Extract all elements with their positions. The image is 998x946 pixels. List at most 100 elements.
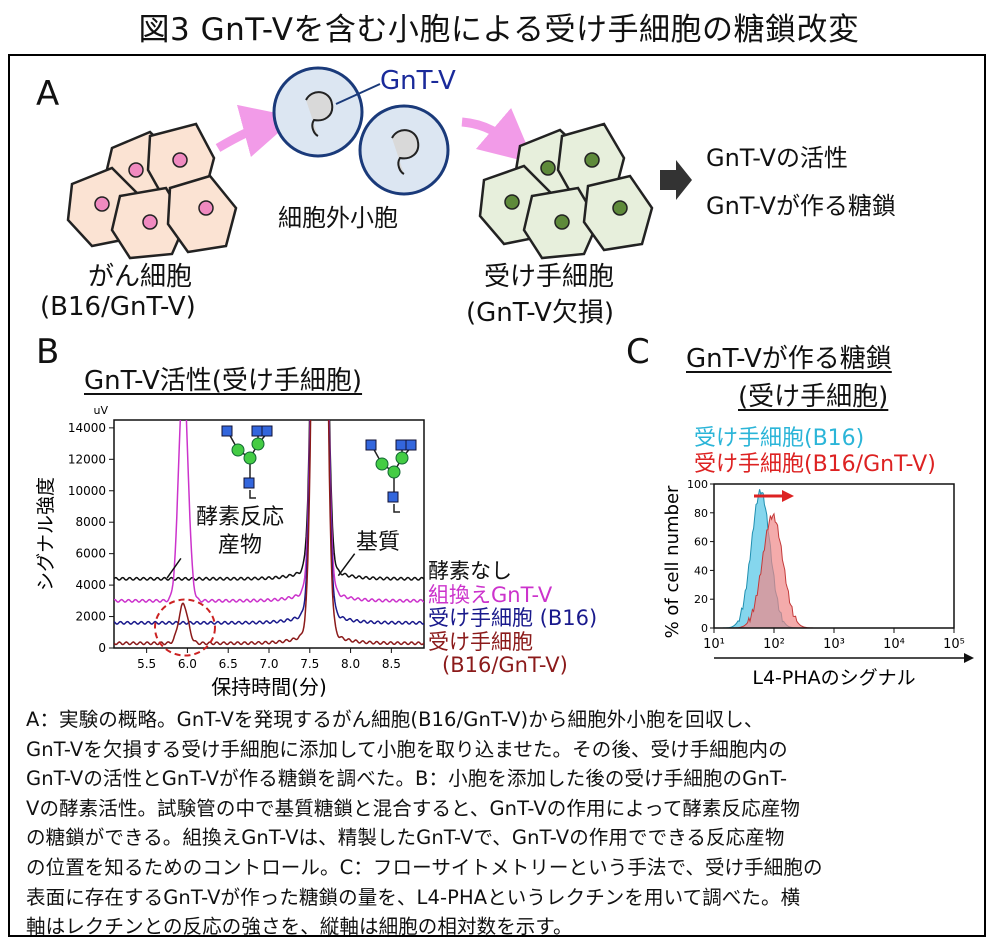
caption-line: の糖鎖ができる。組換えGnT-Vは、精製したGnT-Vで、GnT-Vの作用ででき… <box>26 826 785 850</box>
caption-line: GnT-Vを欠損する受け手細胞に添加して小胞を取り込ませた。その後、受け手細胞内… <box>26 737 788 761</box>
x-tick-label: 10⁴ <box>883 637 905 652</box>
caption: A：実験の概略。GnT-Vを発現するがん細胞(B16/GnT-V)から細胞外小胞… <box>26 705 976 942</box>
flow-cytometry-chart: 0 20 40 60 80 100 10¹ 10² 10³ 10⁴ 10⁵ % of cell num… <box>662 478 974 689</box>
legend-recombinant: 組換えGnT-V <box>428 582 553 607</box>
donor-cell-label: がん細胞 <box>88 262 193 292</box>
panel-c-legend-b16: 受け手細胞(B16) <box>694 426 865 451</box>
figure-title: 図3 GnT-Vを含む小胞による受け手細胞の糖鎖改変 <box>138 12 860 48</box>
x-tick-label: 10² <box>763 637 785 652</box>
glycan-circle <box>375 457 389 471</box>
y-tick-label: 6000 <box>75 547 106 561</box>
arrow-donor-to-vesicle <box>215 104 297 158</box>
product-pointer <box>166 557 182 579</box>
y-tick-label: 40 <box>694 564 708 577</box>
histogram-b16 <box>714 489 954 629</box>
caption-line: GnT-Vの活性とGnT-Vが作る糖鎖を調べた。B：小胞を添加した後の受け手細胞… <box>26 767 788 791</box>
panel-c-legend-b16-gntv: 受け手細胞(B16/GnT-V) <box>694 452 936 477</box>
x-axis-title: 保持時間(分) <box>211 675 327 699</box>
glycan-circle <box>251 437 265 451</box>
glycan-square <box>365 439 377 451</box>
series-line <box>114 420 424 625</box>
series-line <box>114 420 424 603</box>
x-tick-label: 10¹ <box>703 637 725 652</box>
caption-line: Vの酵素活性。試験管の中で基質糖鎖と混合すると、GnT-Vの作用によって酵素反応… <box>26 796 801 820</box>
x-axis-title: L4-PHAのシグナル <box>752 667 915 689</box>
caption-line: 表面に存在するGnT-Vが作った糖鎖の量を、L4-PHAというレクチンを用いて調… <box>26 885 801 909</box>
x-tick-label: 10³ <box>823 637 845 652</box>
y-tick-label: 14000 <box>68 421 106 435</box>
x-tick-label: 8.0 <box>341 657 360 671</box>
x-tick-label: 5.5 <box>137 657 156 671</box>
y-axis-title: シグナル強度 <box>35 477 57 591</box>
y-axis-title: % of cell number <box>662 485 683 638</box>
figure-frame <box>8 54 986 937</box>
vesicle-group <box>272 66 450 196</box>
substrate-glycan <box>365 439 417 513</box>
donor-cell-sublabel: (B16/GnT-V) <box>40 292 196 322</box>
glycan-square <box>387 491 399 503</box>
glycan-circle <box>243 451 257 465</box>
y-tick-label: 10000 <box>68 484 106 498</box>
legend-recipient-b16-gntv-sub: (B16/GnT-V) <box>442 653 568 677</box>
shift-arrowhead <box>782 490 794 502</box>
y-tick-label: 20 <box>694 593 708 606</box>
product-highlight <box>153 598 216 657</box>
donor-cell-cluster <box>66 122 238 260</box>
y-tick-label: 4000 <box>75 578 106 592</box>
x-tick-label: 10⁵ <box>943 637 965 652</box>
series-line <box>114 420 424 581</box>
glycan-anchor <box>249 490 256 499</box>
glycan-square <box>261 425 273 437</box>
y-tick-label: 0 <box>98 641 106 655</box>
x-tick-label: 6.5 <box>219 657 238 671</box>
product-annotation-line1: 酵素反応 <box>196 505 285 530</box>
glycan-anchor <box>393 504 400 513</box>
y-tick-label: 60 <box>694 536 708 549</box>
y-tick-label: 80 <box>694 507 708 520</box>
panel-b-label: B <box>36 332 60 372</box>
arrow-vesicle-to-recipient <box>461 107 535 164</box>
legend-no-enzyme: 酵素なし <box>428 559 512 583</box>
glycan-square <box>405 439 417 451</box>
y-tick-label: 100 <box>687 478 708 491</box>
y-tick-label: 8000 <box>75 515 106 529</box>
product-glycan <box>221 425 273 499</box>
glycan-circle <box>395 451 409 465</box>
y-tick-label: 0 <box>701 622 708 635</box>
recipient-cell-sublabel: (GnT-V欠損) <box>466 298 615 328</box>
panel-a-diagram <box>66 66 692 260</box>
x-tick-label: 6.0 <box>178 657 197 671</box>
legend-recipient-b16: 受け手細胞 (B16) <box>428 606 598 630</box>
y-tick-label: 2000 <box>75 610 106 624</box>
gntv-label: GnT-V <box>380 66 456 96</box>
glycan-square <box>251 425 263 437</box>
glycan-square <box>221 425 233 437</box>
recipient-cell-label: 受け手細胞 <box>484 262 615 292</box>
glycan-square <box>395 439 407 451</box>
x-tick-label: 8.5 <box>382 657 401 671</box>
substrate-annotation: 基質 <box>356 530 401 555</box>
result-arrow <box>660 160 692 200</box>
caption-line: A：実験の概略。GnT-Vを発現するがん細胞(B16/GnT-V)から細胞外小胞… <box>26 708 764 731</box>
caption-line: の位置を知るためのコントロール。C：フローサイトメトリーという手法で、受け手細胞… <box>26 855 823 879</box>
glycan-circle <box>231 443 245 457</box>
y-tick-label: 12000 <box>68 452 106 466</box>
glycan-circle <box>387 465 401 479</box>
series-line <box>114 420 424 646</box>
panel-c-title-line2: (受け手細胞) <box>738 382 889 412</box>
panel-b-legend: 酵素なし 組換えGnT-V 受け手細胞 (B16) 受け手細胞 (B16/GnT… <box>428 559 598 678</box>
panel-a-label: A <box>36 74 60 114</box>
panel-c-label: C <box>626 332 650 372</box>
vesicle-label: 細胞外小胞 <box>278 204 398 232</box>
panel-b-title: GnT-V活性(受け手細胞) <box>84 366 363 396</box>
product-annotation: 酵素反応 産物 <box>196 504 284 560</box>
x-axis-arrowhead <box>964 653 974 663</box>
panel-c-title-line1: GnT-Vが作る糖鎖 <box>686 344 892 374</box>
x-tick-label: 7.0 <box>259 657 278 671</box>
result-activity: GnT-Vの活性 <box>706 144 848 172</box>
x-tick-label: 7.5 <box>300 657 319 671</box>
glycan-square <box>243 477 255 489</box>
product-annotation-line2: 産物 <box>218 533 263 558</box>
y-unit: uV <box>94 404 109 417</box>
gntv-activity-chart: 0 2000 4000 6000 8000 10000 12000 14000 5.5 6.0 6.… <box>35 404 425 699</box>
